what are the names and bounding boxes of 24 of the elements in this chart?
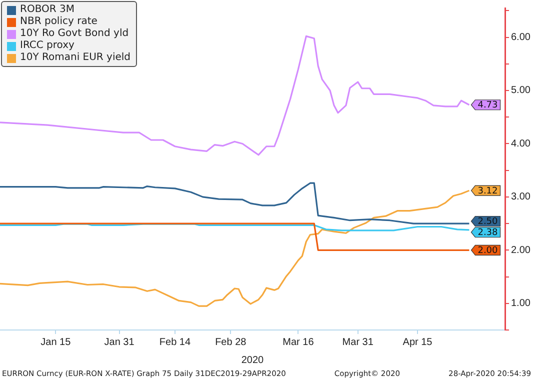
y-tick-label: 1.00 bbox=[511, 298, 531, 310]
x-tick-label: Jan 31 bbox=[104, 336, 135, 348]
data-label: 2.50 bbox=[478, 217, 498, 228]
x-tick-label: Feb 28 bbox=[215, 336, 247, 348]
x-tick-label: Feb 14 bbox=[159, 336, 191, 348]
y-tick-label: 2.00 bbox=[511, 244, 531, 256]
x-tick-label: Apr 15 bbox=[402, 336, 433, 348]
x-tick-label: Mar 31 bbox=[342, 336, 374, 348]
x-tick-label: Mar 16 bbox=[282, 336, 314, 348]
data-label: 2.38 bbox=[478, 228, 498, 238]
x-axis-title: 2020 bbox=[241, 354, 264, 366]
y-tick-label: 5.00 bbox=[511, 85, 531, 96]
legend-label: 10Y Romani EUR yield bbox=[20, 52, 131, 64]
legend-label: NBR policy rate bbox=[20, 16, 98, 28]
x-tick-label: Jan 15 bbox=[40, 336, 72, 348]
y-tick-label: 6.00 bbox=[511, 32, 531, 44]
data-label: 4.73 bbox=[478, 100, 498, 111]
data-label: 2.00 bbox=[478, 246, 498, 256]
legend-label: IRCC proxy bbox=[20, 40, 74, 52]
data-label: 3.12 bbox=[478, 186, 498, 196]
y-tick-label: 3.00 bbox=[511, 192, 531, 203]
y-tick-label: 4.00 bbox=[511, 138, 531, 150]
legend-label: ROBOR 3M bbox=[20, 4, 74, 16]
legend-label: 10Y Ro Govt Bond yld bbox=[20, 28, 129, 40]
